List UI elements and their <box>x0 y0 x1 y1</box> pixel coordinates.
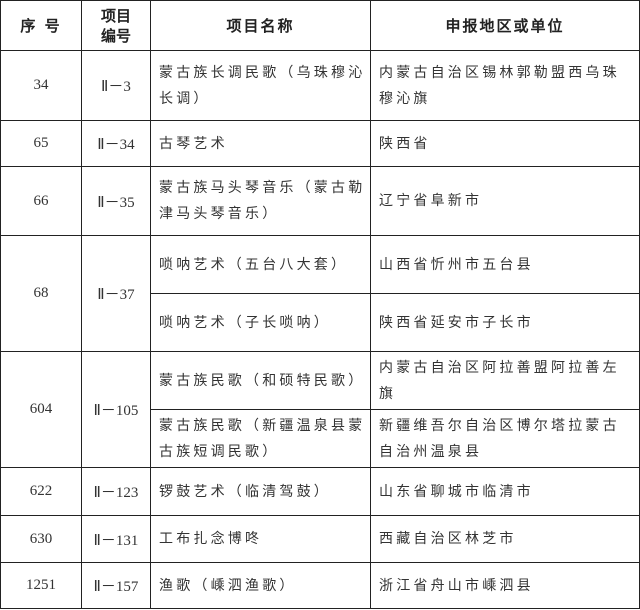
seq-cell: 34 <box>0 50 82 121</box>
region-cell: 陕西省延安市子长市 <box>370 293 640 352</box>
table-row: 34 Ⅱ－3 蒙古族长调民歌（乌珠穆沁长调） 内蒙古自治区锡林郭勒盟西乌珠穆沁旗 <box>0 50 640 121</box>
code-cell: Ⅱ－37 <box>81 235 151 352</box>
seq-cell: 630 <box>0 515 82 563</box>
header-row: 序 号 项目编号 项目名称 申报地区或单位 <box>0 0 640 51</box>
code-cell: Ⅱ－35 <box>81 166 151 236</box>
code-cell: Ⅱ－105 <box>81 351 151 468</box>
header-code: 项目编号 <box>81 0 151 51</box>
table-row: 唢呐艺术（子长唢呐） 陕西省延安市子长市 <box>1 293 640 352</box>
table-row: 65 Ⅱ－34 古琴艺术 陕西省 <box>0 120 640 167</box>
code-cell: Ⅱ－131 <box>81 515 151 563</box>
seq-cell: 622 <box>0 467 82 516</box>
table-row: 604 Ⅱ－105 蒙古族民歌（和硕特民歌） 内蒙古自治区阿拉善盟阿拉善左旗 <box>0 351 640 468</box>
table-row: 1251 Ⅱ－157 渔歌（嵊泗渔歌） 浙江省舟山市嵊泗县 <box>0 562 640 609</box>
name-cell: 渔歌（嵊泗渔歌） <box>150 562 371 609</box>
name-cell: 古琴艺术 <box>150 120 371 167</box>
seq-cell: 66 <box>0 166 82 236</box>
region-cell: 陕西省 <box>370 120 640 167</box>
region-cell: 山东省聊城市临清市 <box>370 467 640 516</box>
region-cell: 内蒙古自治区阿拉善盟阿拉善左旗 <box>370 351 640 410</box>
header-region: 申报地区或单位 <box>370 0 640 51</box>
name-cell: 唢呐艺术（五台八大套） <box>150 235 371 294</box>
region-cell: 浙江省舟山市嵊泗县 <box>370 562 640 609</box>
region-cell: 辽宁省阜新市 <box>370 166 640 236</box>
table-row: 630 Ⅱ－131 工布扎念博咚 西藏自治区林芝市 <box>0 515 640 563</box>
table-body: 34 Ⅱ－3 蒙古族长调民歌（乌珠穆沁长调） 内蒙古自治区锡林郭勒盟西乌珠穆沁旗 65 Ⅱ… <box>0 50 640 609</box>
name-cell: 蒙古族民歌（新疆温泉县蒙古族短调民歌） <box>150 409 371 468</box>
name-cell: 工布扎念博咚 <box>150 515 371 563</box>
seq-cell: 68 <box>0 235 82 352</box>
seq-cell: 604 <box>0 351 82 468</box>
name-cell: 唢呐艺术（子长唢呐） <box>150 293 371 352</box>
seq-cell: 65 <box>0 120 82 167</box>
region-cell: 山西省忻州市五台县 <box>370 235 640 294</box>
header-code-text: 项目编号 <box>100 6 131 45</box>
name-cell: 锣鼓艺术（临清驾鼓） <box>150 467 371 516</box>
code-cell: Ⅱ－34 <box>81 120 151 167</box>
table-row: 622 Ⅱ－123 锣鼓艺术（临清驾鼓） 山东省聊城市临清市 <box>0 467 640 516</box>
seq-cell: 1251 <box>0 562 82 609</box>
table-row: 68 Ⅱ－37 唢呐艺术（五台八大套） 山西省忻州市五台县 <box>0 235 640 352</box>
region-cell: 新疆维吾尔自治区博尔塔拉蒙古自治州温泉县 <box>370 409 640 468</box>
region-cell: 西藏自治区林芝市 <box>370 515 640 563</box>
code-cell: Ⅱ－3 <box>81 50 151 121</box>
header-seq: 序 号 <box>0 0 82 51</box>
name-cell: 蒙古族民歌（和硕特民歌） <box>150 351 371 410</box>
table-row: 蒙古族民歌（新疆温泉县蒙古族短调民歌） 新疆维吾尔自治区博尔塔拉蒙古自治州温泉县 <box>1 409 640 468</box>
code-cell: Ⅱ－123 <box>81 467 151 516</box>
table-row: 66 Ⅱ－35 蒙古族马头琴音乐（蒙古勒津马头琴音乐） 辽宁省阜新市 <box>0 166 640 236</box>
name-cell: 蒙古族长调民歌（乌珠穆沁长调） <box>150 50 371 121</box>
name-cell: 蒙古族马头琴音乐（蒙古勒津马头琴音乐） <box>150 166 371 236</box>
region-cell: 内蒙古自治区锡林郭勒盟西乌珠穆沁旗 <box>370 50 640 121</box>
header-name: 项目名称 <box>150 0 371 51</box>
code-cell: Ⅱ－157 <box>81 562 151 609</box>
